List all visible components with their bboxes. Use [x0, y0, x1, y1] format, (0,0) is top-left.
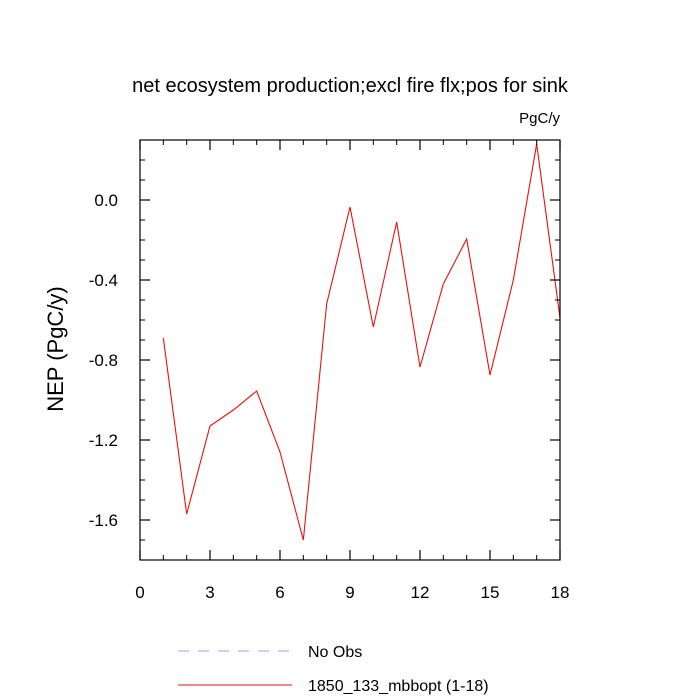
plot-frame	[139, 139, 561, 561]
axes: 0 3 6 9 12 15 18 -1.6 -1.2 -0.8 -0.4 0.0	[89, 139, 570, 602]
x-tick-label: 9	[345, 583, 354, 602]
x-tick-label: 3	[205, 583, 214, 602]
y-tick-label: -0.4	[89, 271, 118, 290]
y-tick-label: -1.6	[89, 511, 118, 530]
y-tick-label: 0.0	[94, 191, 118, 210]
series-line-0	[162, 143, 561, 541]
x-tick-label: 0	[135, 583, 144, 602]
legend-label-0: No Obs	[308, 644, 362, 661]
x-tick-label: 18	[551, 583, 570, 602]
y-tick-label: -0.8	[89, 351, 118, 370]
plot-area	[162, 143, 561, 541]
y-tick-label: -1.2	[89, 431, 118, 450]
chart-title: net ecosystem production;excl fire flx;p…	[132, 75, 569, 97]
x-tick-label: 6	[275, 583, 284, 602]
legend: No Obs 1850_133_mbbopt (1-18)	[178, 644, 489, 695]
x-tick-label: 15	[481, 583, 500, 602]
units-label: PgC/y	[519, 110, 560, 127]
x-tick-label: 12	[411, 583, 430, 602]
y-axis-label: NEP (PgC/y)	[43, 286, 68, 412]
legend-label-1: 1850_133_mbbopt (1-18)	[308, 678, 489, 695]
